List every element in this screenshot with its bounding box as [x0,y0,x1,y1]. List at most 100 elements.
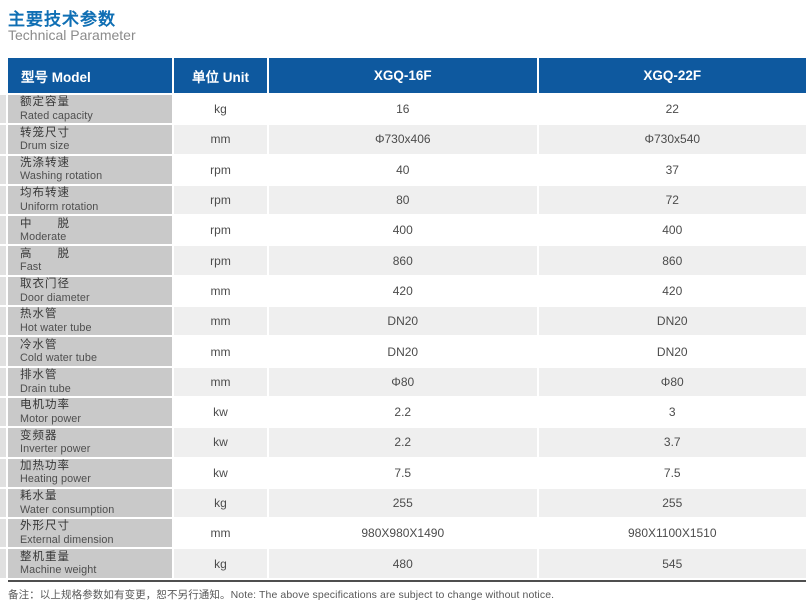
table-row: 变频器 Inverter power kw 2.2 3.7 [0,428,806,457]
table-row: 取衣门径 Door diameter mm 420 420 [0,276,806,306]
parameter-name-en: Fast [20,261,42,274]
value-cell-xgq16f: 40 [269,155,537,184]
parameter-name-zh: 外形尺寸 [20,520,70,533]
parameter-name-en: Motor power [20,412,82,425]
parameter-name-en: Uniform rotation [20,200,99,213]
parameter-name-zh: 中 脱 [20,217,70,230]
parameter-label-cell: 热水管 Hot water tube [8,307,172,336]
parameter-name-zh: 耗水量 [20,490,58,503]
table-row: 高 脱 Fast rpm 860 860 [0,246,806,275]
header-model-xgq16f: XGQ-16F [267,58,537,93]
value-cell-xgq16f: DN20 [269,307,537,336]
table-row: 冷水管 Cold water tube mm DN20 DN20 [0,337,806,366]
unit-cell: kw [174,428,267,457]
parameter-name-zh: 均布转速 [20,187,70,200]
value-cell-xgq16f: 860 [269,246,537,275]
table-row: 外形尺寸 External dimension mm 980X980X1490 … [0,519,806,548]
unit-cell: kw [174,458,267,487]
parameter-label-cell: 排水管 Drain tube [8,367,172,396]
table-row: 均布转速 Uniform rotation rpm 80 72 [0,185,806,215]
parameter-name-en: Washing rotation [20,170,103,183]
parameter-label-cell: 变频器 Inverter power [8,428,172,457]
parameter-label-cell: 外形尺寸 External dimension [8,519,172,548]
table-row: 电机功率 Motor power kw 2.2 3 [0,397,806,427]
value-cell-xgq22f: 400 [538,216,806,245]
table-row: 整机重量 Machine weight kg 480 545 [0,549,806,578]
row-edge-strip [0,428,6,457]
value-cell-xgq22f: 3.7 [538,428,806,457]
table-row: 热水管 Hot water tube mm DN20 DN20 [0,307,806,336]
table-body: 额定容量 Rated capacity kg 16 22 转笼尺寸 Drum s… [0,95,806,578]
value-cell-xgq22f: 7.5 [538,458,806,487]
unit-cell: rpm [174,155,267,184]
row-edge-strip [0,155,6,184]
header-model: 型号 Model [21,69,91,85]
parameter-name-zh: 排水管 [20,369,58,381]
value-cell-xgq22f: 545 [538,549,806,578]
value-cell-xgq22f: Φ730x540 [538,125,806,154]
value-cell-xgq22f: 72 [538,185,806,215]
value-cell-xgq22f: Φ80 [538,367,806,396]
row-edge-strip [0,488,6,518]
unit-cell: rpm [174,216,267,245]
parameter-label-cell: 取衣门径 Door diameter [8,276,172,306]
parameter-name-en: Cold water tube [20,352,98,365]
value-cell-xgq16f: 480 [269,549,537,578]
table-row: 额定容量 Rated capacity kg 16 22 [0,95,806,124]
value-cell-xgq22f: 420 [538,276,806,306]
table-row: 耗水量 Water consumption kg 255 255 [0,488,806,518]
footnote: 备注：以上规格参数如有变更，恕不另行通知。Note: The above spe… [8,589,555,601]
value-cell-xgq16f: 420 [269,276,537,306]
value-cell-xgq16f: 16 [269,95,537,124]
value-cell-xgq16f: 980X980X1490 [269,519,537,548]
table-bottom-border [8,579,806,582]
parameter-label-cell: 中 脱 Moderate [8,216,172,245]
parameter-name-zh: 电机功率 [20,399,70,412]
parameter-name-en: Moderate [20,231,67,244]
parameter-label-cell: 均布转速 Uniform rotation [8,185,172,215]
parameter-name-en: Heating power [20,473,91,486]
parameter-name-zh: 高 脱 [20,247,70,260]
unit-cell: rpm [174,246,267,275]
unit-cell: mm [174,519,267,548]
parameter-label-cell: 加热功率 Heating power [8,458,172,487]
parameter-name-zh: 变频器 [20,429,58,442]
table-row: 洗涤转速 Washing rotation rpm 40 37 [0,155,806,184]
unit-cell: kg [174,95,267,124]
parameter-label-cell: 电机功率 Motor power [8,397,172,427]
parameter-name-en: Rated capacity [20,109,93,122]
parameter-name-en: Water consumption [20,503,115,516]
row-edge-strip [0,125,6,154]
value-cell-xgq16f: 2.2 [269,397,537,427]
value-cell-xgq22f: 22 [538,95,806,124]
parameter-name-en: Door diameter [20,291,90,304]
row-edge-strip [0,276,6,306]
value-cell-xgq22f: DN20 [538,337,806,366]
value-cell-xgq16f: Φ730x406 [269,125,537,154]
parameter-name-en: Drum size [20,140,70,153]
parameter-name-zh: 洗涤转速 [20,156,70,169]
row-edge-strip [0,397,6,427]
value-cell-xgq16f: 2.2 [269,428,537,457]
row-edge-strip [0,185,6,215]
row-edge-strip [0,246,6,275]
row-edge-strip [0,458,6,487]
value-cell-xgq16f: 7.5 [269,458,537,487]
value-cell-xgq22f: 980X1100X1510 [538,519,806,548]
unit-cell: mm [174,367,267,396]
parameter-label-cell: 耗水量 Water consumption [8,488,172,518]
parameter-label-cell: 洗涤转速 Washing rotation [8,155,172,184]
table-row: 中 脱 Moderate rpm 400 400 [0,216,806,245]
value-cell-xgq22f: 255 [538,488,806,518]
unit-cell: rpm [174,185,267,215]
table-row: 加热功率 Heating power kw 7.5 7.5 [0,458,806,487]
value-cell-xgq16f: 80 [269,185,537,215]
value-cell-xgq16f: 255 [269,488,537,518]
unit-cell: mm [174,125,267,154]
header-unit: 单位 Unit [172,58,267,93]
table-row: 排水管 Drain tube mm Φ80 Φ80 [0,367,806,396]
parameter-name-zh: 加热功率 [20,459,70,472]
page-subtitle: Technical Parameter [8,27,136,43]
parameter-label-cell: 整机重量 Machine weight [8,549,172,578]
